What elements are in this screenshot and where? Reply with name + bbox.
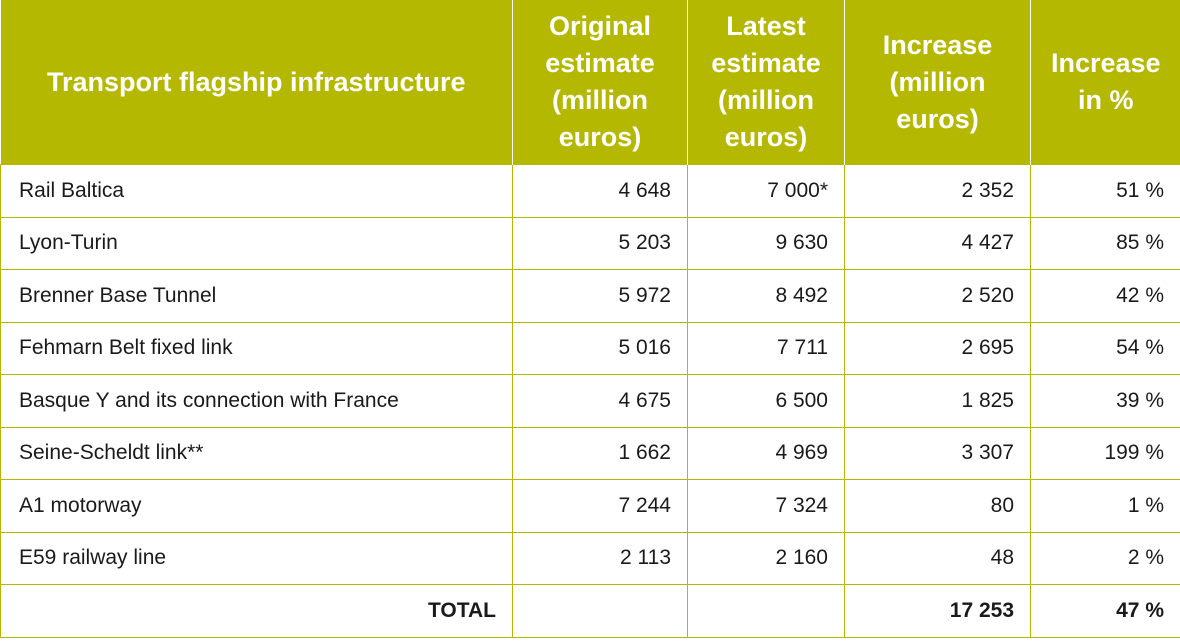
cell-infrastructure: Rail Baltica bbox=[0, 164, 513, 217]
cell-latest-estimate: 7 324 bbox=[687, 479, 845, 532]
cell-latest-estimate: 7 000* bbox=[687, 164, 845, 217]
cell-infrastructure: E59 railway line bbox=[0, 531, 513, 585]
header-increase-million: Increase (million euros) bbox=[844, 0, 1031, 165]
total-increase-million: 17 253 bbox=[844, 584, 1031, 638]
table-row: Fehmarn Belt fixed link 5 016 7 711 2 69… bbox=[0, 321, 1180, 375]
header-row: Transport flagship infrastructure Origin… bbox=[0, 0, 1180, 165]
cell-original-estimate: 1 662 bbox=[512, 426, 688, 480]
cell-increase-percent: 199 % bbox=[1030, 426, 1180, 480]
table-row: Lyon-Turin 5 203 9 630 4 427 85 % bbox=[0, 216, 1180, 270]
total-row: TOTAL 17 253 47 % bbox=[0, 584, 1180, 638]
cell-infrastructure: Basque Y and its connection with France bbox=[0, 374, 513, 427]
header-increase-percent: Increase in % bbox=[1030, 0, 1180, 165]
cell-increase-percent: 42 % bbox=[1030, 269, 1180, 322]
cell-latest-estimate: 7 711 bbox=[687, 321, 845, 375]
cell-infrastructure: Lyon-Turin bbox=[0, 216, 513, 270]
cell-original-estimate: 4 648 bbox=[512, 164, 688, 217]
cell-increase-million: 2 695 bbox=[844, 321, 1031, 375]
cell-latest-estimate: 8 492 bbox=[687, 269, 845, 322]
header-latest-estimate: Latest estimate (million euros) bbox=[687, 0, 845, 165]
cell-original-estimate: 5 203 bbox=[512, 216, 688, 270]
table-row: Rail Baltica 4 648 7 000* 2 352 51 % bbox=[0, 164, 1180, 217]
cell-increase-percent: 2 % bbox=[1030, 531, 1180, 585]
total-increase-percent: 47 % bbox=[1030, 584, 1180, 638]
table-row: Brenner Base Tunnel 5 972 8 492 2 520 42… bbox=[0, 269, 1180, 322]
table-row: Basque Y and its connection with France … bbox=[0, 374, 1180, 427]
cell-latest-estimate: 6 500 bbox=[687, 374, 845, 427]
cell-increase-million: 3 307 bbox=[844, 426, 1031, 480]
table-row: E59 railway line 2 113 2 160 48 2 % bbox=[0, 531, 1180, 585]
cell-increase-million: 80 bbox=[844, 479, 1031, 532]
cell-increase-percent: 85 % bbox=[1030, 216, 1180, 270]
cell-infrastructure: Brenner Base Tunnel bbox=[0, 269, 513, 322]
header-original-estimate: Original estimate (million euros) bbox=[512, 0, 688, 165]
cell-infrastructure: Seine-Scheldt link** bbox=[0, 426, 513, 480]
header-infrastructure: Transport flagship infrastructure bbox=[0, 0, 513, 165]
cell-infrastructure: A1 motorway bbox=[0, 479, 513, 532]
cell-original-estimate: 7 244 bbox=[512, 479, 688, 532]
cell-increase-million: 2 520 bbox=[844, 269, 1031, 322]
cell-infrastructure: Fehmarn Belt fixed link bbox=[0, 321, 513, 375]
cell-increase-million: 48 bbox=[844, 531, 1031, 585]
total-label: TOTAL bbox=[0, 584, 513, 638]
cell-latest-estimate: 2 160 bbox=[687, 531, 845, 585]
cell-original-estimate: 4 675 bbox=[512, 374, 688, 427]
cell-increase-million: 1 825 bbox=[844, 374, 1031, 427]
table-row: A1 motorway 7 244 7 324 80 1 % bbox=[0, 479, 1180, 532]
cell-increase-million: 2 352 bbox=[844, 164, 1031, 217]
cell-increase-percent: 51 % bbox=[1030, 164, 1180, 217]
cell-original-estimate: 2 113 bbox=[512, 531, 688, 585]
cell-original-estimate: 5 016 bbox=[512, 321, 688, 375]
total-latest-estimate bbox=[687, 584, 845, 638]
total-original-estimate bbox=[512, 584, 688, 638]
cell-increase-percent: 1 % bbox=[1030, 479, 1180, 532]
cell-original-estimate: 5 972 bbox=[512, 269, 688, 322]
cell-increase-percent: 54 % bbox=[1030, 321, 1180, 375]
cell-latest-estimate: 4 969 bbox=[687, 426, 845, 480]
table-row: Seine-Scheldt link** 1 662 4 969 3 307 1… bbox=[0, 426, 1180, 480]
cell-latest-estimate: 9 630 bbox=[687, 216, 845, 270]
cell-increase-million: 4 427 bbox=[844, 216, 1031, 270]
cell-increase-percent: 39 % bbox=[1030, 374, 1180, 427]
